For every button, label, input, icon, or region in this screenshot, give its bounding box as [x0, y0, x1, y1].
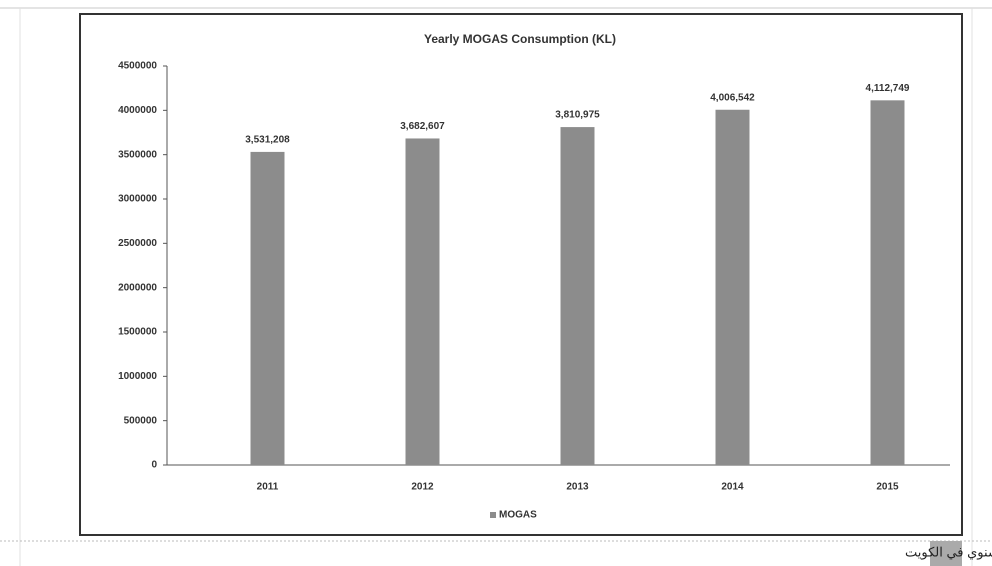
- x-tick-label: 2015: [876, 482, 899, 493]
- y-tick-label: 0: [151, 460, 157, 471]
- caption-icon: [930, 541, 962, 566]
- x-tick-label: 2013: [566, 482, 589, 493]
- y-tick-label: 3500000: [118, 149, 157, 160]
- caption: تطور نمو الاستهلاك السنوي في الكويت: [905, 544, 992, 560]
- y-tick-label: 3000000: [118, 194, 157, 205]
- data-label: 4,112,749: [866, 83, 910, 94]
- bar: [870, 100, 905, 466]
- x-tick-label: 2014: [721, 482, 744, 493]
- bar: [715, 109, 750, 466]
- bar: [560, 127, 595, 465]
- data-label: 3,531,208: [245, 135, 290, 146]
- x-tick-label: 2012: [411, 482, 434, 493]
- bar: [250, 151, 285, 466]
- legend-swatch: [490, 512, 496, 518]
- y-tick-label: 2500000: [118, 238, 157, 249]
- chart-title: Yearly MOGAS Consumption (KL): [424, 32, 616, 46]
- chart-frame: [79, 13, 963, 536]
- y-tick-label: 4500000: [118, 61, 157, 72]
- y-tick-label: 500000: [124, 415, 158, 426]
- y-tick-label: 1500000: [118, 327, 157, 338]
- bar: [405, 138, 440, 465]
- data-label: 3,810,975: [555, 110, 600, 121]
- x-tick-label: 2011: [257, 482, 279, 493]
- legend-label: MOGAS: [499, 510, 537, 521]
- data-label: 4,006,542: [710, 92, 755, 103]
- y-tick-label: 1000000: [118, 371, 157, 382]
- y-tick-label: 4000000: [118, 105, 157, 116]
- y-tick-label: 2000000: [118, 282, 157, 293]
- data-label: 3,682,607: [400, 121, 445, 132]
